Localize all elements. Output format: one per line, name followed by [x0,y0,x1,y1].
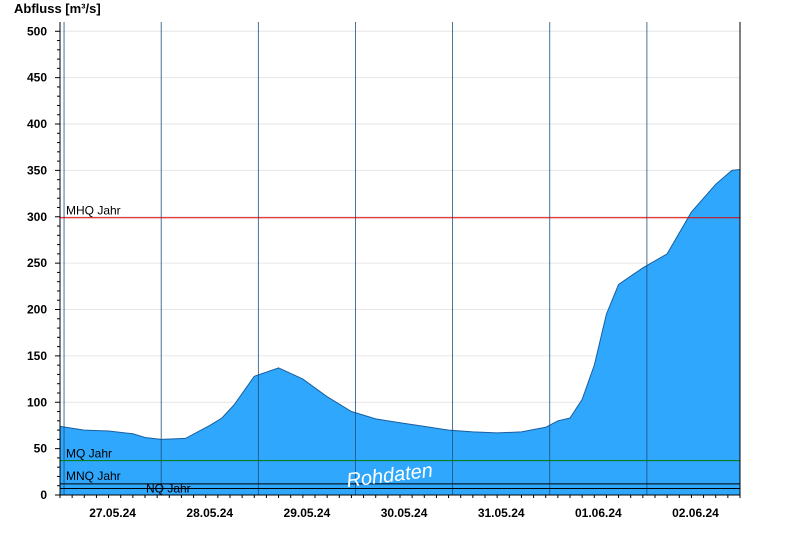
y-tick-label: 300 [27,210,47,224]
discharge-line [59,169,741,440]
x-tick-label: 27.05.24 [89,506,136,520]
y-tick-label: 450 [27,71,47,85]
day-separator-lines [63,22,648,495]
reference-label: MQ Jahr [66,447,112,461]
y-axis-ticks: 0 50 100 150 200 250 300 350 400 450 500 [27,24,60,502]
discharge-area [60,169,740,495]
x-tick-label: 29.05.24 [284,506,331,520]
y-tick-label: 400 [27,117,47,131]
x-tick-label: 02.06.24 [672,506,719,520]
reference-label: MNQ Jahr [66,469,121,483]
y-tick-label: 200 [27,303,47,317]
reference-lines: MHQ Jahr MQ Jahr MNQ Jahr NQ Jahr [60,204,740,496]
reference-label: MHQ Jahr [66,204,121,218]
y-tick-label: 100 [27,395,47,409]
y-tick-label: 50 [34,442,48,456]
x-tick-label: 30.05.24 [381,506,428,520]
y-axis-label: Abfluss [m³/s] [14,1,101,16]
x-tick-label: 01.06.24 [575,506,622,520]
y-tick-label: 350 [27,163,47,177]
y-tick-label: 150 [27,349,47,363]
x-tick-label: 28.05.24 [186,506,233,520]
grid-lines [60,30,740,450]
x-tick-label: 31.05.24 [478,506,525,520]
y-tick-label: 250 [27,256,47,270]
y-tick-label: 0 [40,488,47,502]
x-axis-ticks: 27.05.24 28.05.24 29.05.24 30.05.24 31.05.24… [59,495,741,520]
y-tick-label: 500 [27,24,47,38]
reference-label: NQ Jahr [146,482,191,496]
